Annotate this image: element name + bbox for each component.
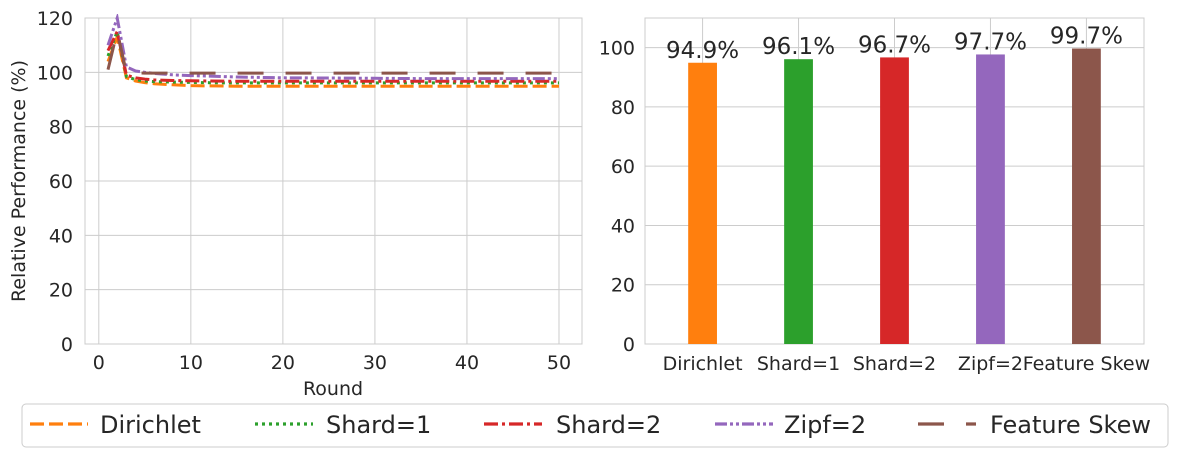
line-series-zipf-2 <box>106 14 559 81</box>
bar-feature-skew <box>1072 48 1101 345</box>
line-chart-y-tick-label: 20 <box>49 280 73 302</box>
bar-shard-2 <box>880 57 909 345</box>
line-chart-x-tick-label: 30 <box>363 352 387 374</box>
line-chart-x-tick-label: 0 <box>93 352 105 374</box>
bar-chart-x-tick-label: Feature Skew <box>1023 353 1150 375</box>
bar-shard-1 <box>784 59 813 344</box>
line-chart-y-tick-label: 100 <box>37 62 73 84</box>
bar-chart-y-tick-label: 40 <box>611 215 635 237</box>
bar-chart-y-tick-label: 20 <box>611 275 635 297</box>
bar-dirichlet <box>688 62 717 344</box>
bar-chart-x-tick-label: Dirichlet <box>663 353 743 375</box>
line-chart-y-tick-label: 40 <box>49 225 73 247</box>
bar-value-label: 96.7% <box>858 32 931 58</box>
bar-chart-x-tick-label: Zipf=2 <box>958 353 1023 375</box>
bar-zipf-2 <box>976 54 1005 344</box>
line-chart-y-tick-label: 60 <box>49 171 73 193</box>
line-chart-y-tick-label: 80 <box>49 117 73 139</box>
line-chart-frame <box>84 17 583 345</box>
line-chart-x-tick-label: 20 <box>271 352 295 374</box>
line-chart-y-tick-label: 0 <box>61 334 73 356</box>
legend: Dirichlet Shard=1 Shard=2 Zipf=2 Feature Ske… <box>21 403 1169 448</box>
legend-frame <box>21 403 1169 448</box>
legend-label: Zipf=2 <box>784 411 866 439</box>
bar-value-label: 99.7% <box>1050 24 1123 50</box>
bar-chart-y-tick-label: 100 <box>599 38 635 60</box>
legend-label: Shard=2 <box>556 411 661 439</box>
bar-value-label: 97.7% <box>954 29 1027 55</box>
line-chart: Relative Performance (%) Round 0 10 20 30 40… <box>8 8 583 400</box>
bar-chart-x-tick-label: Shard=2 <box>853 353 936 375</box>
bar-chart-y-tick-label: 60 <box>611 156 635 178</box>
line-chart-x-tick-label: 50 <box>547 352 571 374</box>
line-chart-y-axis-label: Relative Performance (%) <box>8 60 30 302</box>
line-chart-x-axis-label: Round <box>303 378 363 400</box>
bar-value-label: 96.1% <box>762 34 835 60</box>
line-chart-y-tick-label: 120 <box>37 8 73 30</box>
bar-chart: 0 20 40 60 80 100 94.9% Dirichlet 96.1% Shard=1 96… <box>599 17 1150 375</box>
legend-label: Feature Skew <box>990 411 1151 439</box>
line-chart-x-tick-label: 10 <box>179 352 203 374</box>
line-chart-x-tick-label: 40 <box>455 352 479 374</box>
line-series-shard-2 <box>106 27 559 83</box>
legend-label: Shard=1 <box>326 411 431 439</box>
bar-chart-y-tick-label: 80 <box>611 97 635 119</box>
bar-value-label: 94.9% <box>666 38 739 64</box>
bar-chart-y-tick-label: 0 <box>623 334 635 356</box>
line-series-shard-1 <box>106 26 559 85</box>
legend-label: Dirichlet <box>100 411 201 439</box>
bar-chart-x-tick-label: Shard=1 <box>757 353 840 375</box>
line-series-feature-skew <box>106 31 559 75</box>
